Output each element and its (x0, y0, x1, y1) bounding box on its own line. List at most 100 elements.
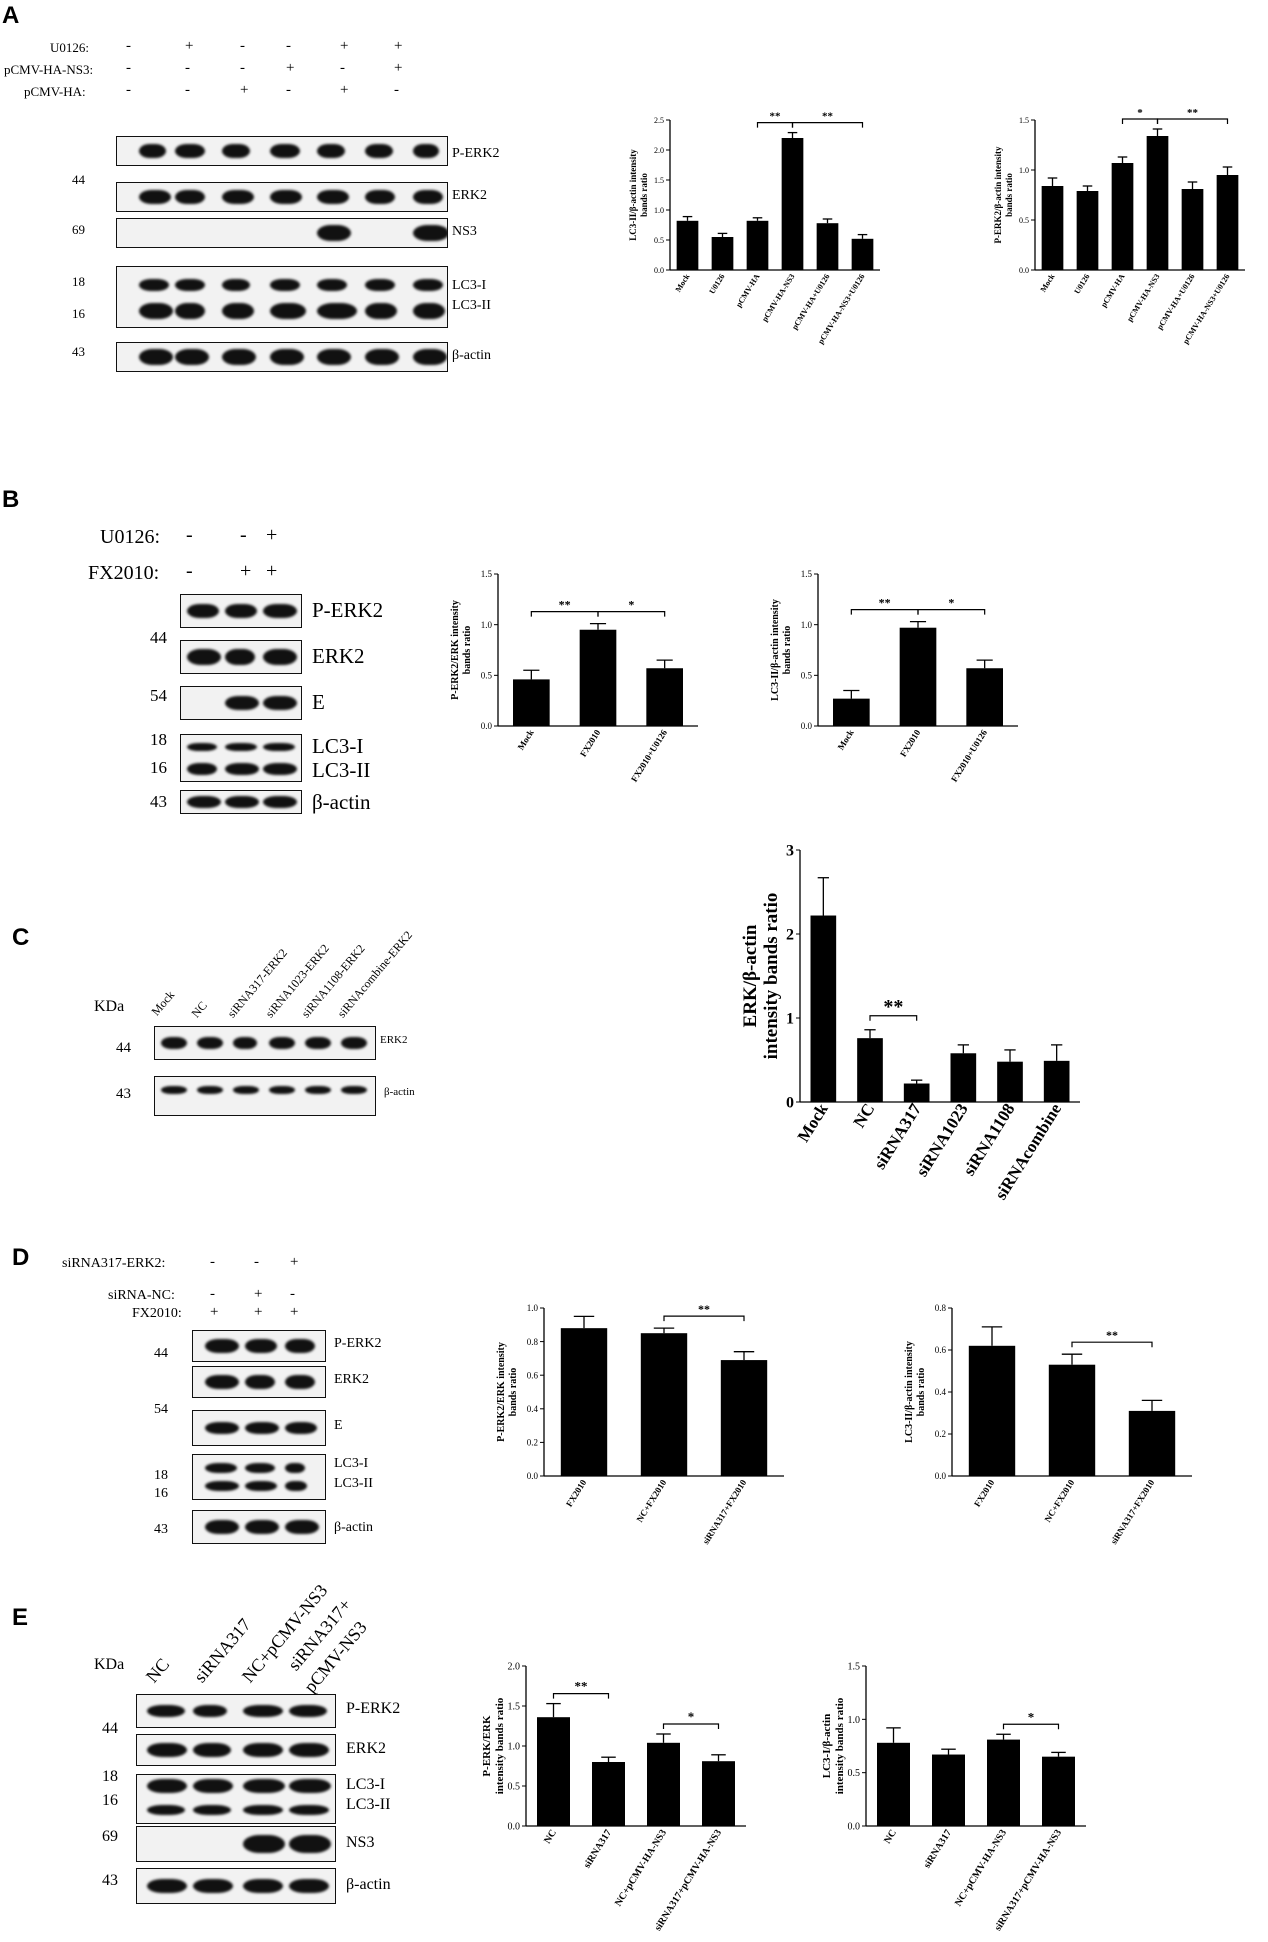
blot-band (205, 1463, 237, 1473)
chart-a-perk2: 0.0 0.5 1.0 1.5 P-ERK2/β-actin intensity band… (993, 107, 1245, 346)
blot-band (263, 743, 295, 751)
blot-band (245, 1422, 279, 1434)
kda-label: KDa (94, 998, 125, 1015)
blot-band (243, 1835, 285, 1853)
y-tick-label: 0.8 (527, 1337, 539, 1347)
blot-band (205, 1422, 239, 1434)
condition-sign: - (126, 60, 131, 76)
category-label: Mock (516, 728, 536, 752)
significance-bracket (1002, 1723, 1060, 1730)
y-axis-label: LC3-II/β-actin intensity (770, 599, 781, 701)
bar (1181, 189, 1204, 270)
significance-bracket (530, 611, 599, 617)
panel-label-a: A (2, 2, 20, 29)
marker-kda: 18 (72, 274, 85, 289)
y-tick-label: 0.0 (508, 1822, 521, 1833)
blot-lc3 (192, 1454, 326, 1500)
y-tick-label: 0.2 (935, 1429, 946, 1439)
bar (647, 1742, 680, 1826)
bar (646, 668, 683, 726)
condition-sign: + (185, 38, 194, 54)
band-label: NS3 (346, 1834, 375, 1851)
blot-ns3 (136, 1826, 336, 1862)
blot-band (175, 303, 205, 319)
y-tick-label: 0.5 (481, 670, 493, 680)
band-label: E (312, 690, 325, 714)
y-axis-label: bands ratio (639, 173, 649, 217)
marker-kda: 44 (150, 628, 167, 647)
blot-band (365, 144, 393, 158)
marker-kda: 18 (102, 1768, 118, 1785)
band-label: P-ERK2 (346, 1700, 401, 1717)
blot-p-erk2 (180, 594, 302, 628)
blot-band (243, 1805, 283, 1815)
blot-lc3 (180, 734, 302, 782)
blot-band (263, 763, 297, 775)
blot-band (175, 349, 209, 365)
y-axis-label: LC3-I/β-actin (821, 1714, 833, 1778)
blot-beta-actin (136, 1868, 336, 1904)
blot-band (245, 1481, 277, 1491)
bar (810, 915, 837, 1102)
y-tick-label: 0.0 (481, 721, 493, 731)
blot-erk2 (116, 182, 448, 212)
significance-label: * (628, 598, 634, 612)
blot-band (245, 1339, 277, 1353)
bar (851, 238, 874, 270)
blot-band (225, 649, 255, 665)
blot-band (222, 349, 256, 365)
blot-band (245, 1375, 275, 1389)
blot-band (270, 144, 300, 158)
blot-band (222, 144, 250, 158)
category-label: FX2010+U0126 (949, 727, 989, 783)
band-label: LC3-II (452, 298, 491, 313)
marker-kda: 18 (150, 730, 167, 749)
significance-label: ** (879, 596, 891, 610)
y-tick-label: 1.0 (481, 620, 493, 630)
blot-band (365, 190, 395, 204)
condition-sign: - (240, 38, 245, 54)
bar (1146, 136, 1169, 270)
band-label: LC3-I (334, 1456, 369, 1471)
blot-band (147, 1879, 187, 1893)
condition-sign: + (394, 38, 403, 54)
band-label: ERK2 (452, 188, 487, 203)
significance-label: ** (559, 598, 571, 612)
blot-band (161, 1086, 187, 1094)
blot-e (192, 1410, 326, 1446)
y-tick-label: 0.0 (848, 1822, 861, 1833)
significance-label: ** (822, 111, 834, 123)
blot-band (245, 1463, 275, 1473)
bar (903, 1083, 930, 1102)
blot-band (365, 349, 399, 365)
category-label: Mock (794, 1100, 832, 1146)
blot-band (263, 796, 297, 808)
category-label: U0126 (707, 272, 726, 295)
chart-a-lc3: 0.0 0.5 1.0 1.5 2.0 2.5 LC3-II/β-actin intensi… (628, 111, 880, 346)
y-axis-label: bands ratio (508, 1368, 519, 1417)
marker-kda: 18 (154, 1468, 168, 1483)
blot-lc3 (116, 266, 448, 328)
band-label: LC3-II (312, 758, 371, 782)
significance-bracket (917, 609, 986, 615)
bar (781, 138, 804, 270)
category-label: U0126 (1072, 272, 1091, 295)
blot-band (243, 1743, 283, 1757)
y-tick-label: 0.5 (848, 1768, 861, 1779)
chart-b-lc3: 0.0 0.5 1.0 1.5 LC3-II/β-actin intensity band… (770, 569, 1018, 784)
marker-kda: 44 (72, 172, 85, 187)
band-label: LC3-I (452, 278, 487, 293)
y-tick-label: 0 (786, 1095, 794, 1112)
blot-p-erk2 (136, 1694, 336, 1728)
condition-sign: - (126, 38, 131, 54)
blot-band (365, 279, 395, 291)
condition-sign: + (210, 1304, 219, 1320)
chart-e-perk: 0.0 0.5 1.0 1.5 2.0 P-ERK/ERK intensity bands … (481, 1662, 746, 1933)
y-axis-label: LC3-II/β-actin intensity (904, 1341, 915, 1443)
blot-erk2 (136, 1734, 336, 1766)
blot-band (147, 1805, 185, 1815)
significance-label: ** (698, 1302, 710, 1316)
blot-band (139, 279, 169, 291)
significance-label: ** (1187, 107, 1199, 119)
condition-sign: - (394, 82, 399, 98)
